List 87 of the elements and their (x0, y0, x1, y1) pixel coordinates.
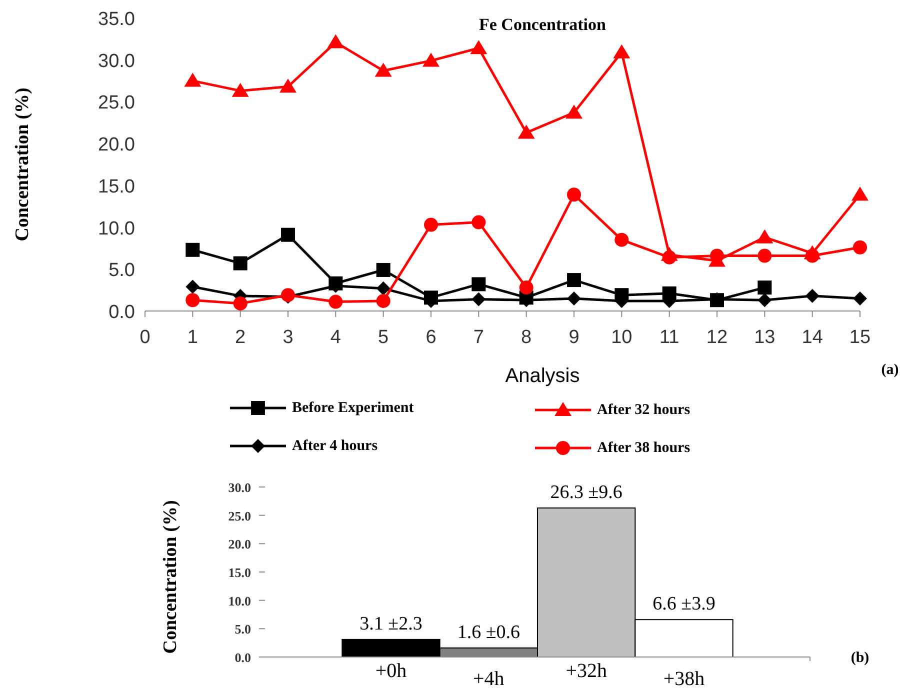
x-axis-title: Analysis (505, 365, 580, 387)
x-tick-label: 14 (802, 327, 824, 348)
point (376, 294, 390, 308)
x-tick-label: 0 (140, 327, 150, 348)
x-tick-label: 8 (521, 327, 532, 348)
x-tick-label: +4h (473, 668, 504, 690)
point (567, 273, 581, 288)
point (186, 293, 200, 308)
point (376, 262, 390, 277)
y-tick-label: 30.0 (98, 50, 135, 72)
point (853, 240, 867, 254)
legend-label: Before Experiment (292, 400, 414, 416)
data-label: 3.1 ±2.3 (360, 613, 422, 634)
x-tick-label: +38h (663, 668, 705, 690)
y-tick-label: 0.0 (108, 302, 135, 323)
x-tick-label: +0h (375, 660, 407, 682)
x-tick-label: 11 (659, 327, 680, 348)
point (519, 280, 534, 295)
point (328, 294, 343, 309)
y-tick-label: 5.0 (234, 622, 251, 637)
y-tick-label: 15.0 (98, 176, 135, 198)
point (758, 280, 772, 295)
point (472, 215, 486, 230)
point (614, 232, 629, 247)
point (758, 248, 772, 263)
x-tick-label: 13 (754, 327, 776, 348)
chart-title: Fe Concentration (478, 15, 607, 34)
point (184, 72, 202, 87)
point (422, 52, 440, 67)
y-tick-label: 5.0 (108, 260, 135, 282)
y-tick-label: 10.0 (98, 218, 135, 240)
point (327, 34, 344, 48)
legend-label: After 32 hours (597, 402, 690, 418)
point (567, 188, 581, 202)
point (710, 248, 724, 263)
point (853, 291, 867, 306)
y-tick-label: 20.0 (98, 134, 135, 156)
point (613, 44, 630, 58)
legend-label: After 38 hours (597, 440, 690, 456)
point (518, 124, 535, 139)
x-tick-label: 15 (849, 327, 871, 348)
y-tick-label: 25.0 (98, 92, 135, 114)
y-tick-label: 15.0 (228, 565, 251, 580)
x-tick-label: 7 (473, 327, 484, 348)
point (281, 228, 295, 242)
x-tick-label: 1 (187, 327, 198, 348)
point (376, 281, 390, 296)
y-axis-title: Concentration (%) (12, 88, 33, 242)
point (472, 277, 486, 292)
point (232, 82, 249, 97)
text: (a) (881, 362, 899, 378)
y-tick-label: 0.0 (234, 650, 251, 665)
x-tick-label: 4 (330, 327, 342, 348)
point (374, 62, 392, 77)
y-axis-title: Concentration (%) (160, 500, 181, 654)
x-tick-label: +32h (566, 660, 607, 682)
point (186, 280, 200, 294)
point (424, 218, 438, 232)
point (470, 40, 488, 54)
x-tick-label: 3 (282, 327, 294, 348)
text: (b) (850, 650, 870, 666)
x-tick-label: 6 (426, 327, 436, 348)
data-label: 1.6 ±0.6 (457, 622, 520, 643)
point (567, 291, 581, 306)
point (233, 256, 248, 270)
point (566, 104, 582, 119)
x-tick-label: 5 (378, 327, 389, 348)
point (186, 242, 200, 257)
data-label: 26.3 ±9.6 (550, 482, 622, 503)
point (472, 292, 486, 306)
y-tick-label: 20.0 (228, 536, 251, 552)
x-tick-label: 10 (611, 327, 632, 348)
y-tick-label: 35.0 (98, 9, 135, 30)
point (756, 229, 774, 244)
point (852, 186, 868, 201)
y-tick-label: 30.0 (228, 480, 251, 495)
legend-label: After 4 hours (292, 438, 378, 454)
y-tick-label: 10.0 (228, 593, 251, 608)
x-tick-label: 9 (568, 327, 580, 348)
y-tick-label: 25.0 (228, 508, 251, 524)
x-tick-label: 12 (706, 327, 728, 348)
x-tick-label: 2 (235, 327, 246, 348)
point (280, 78, 296, 93)
point (233, 296, 248, 310)
point (758, 293, 772, 308)
point (805, 288, 820, 303)
data-label: 6.6 ±3.9 (652, 594, 716, 615)
